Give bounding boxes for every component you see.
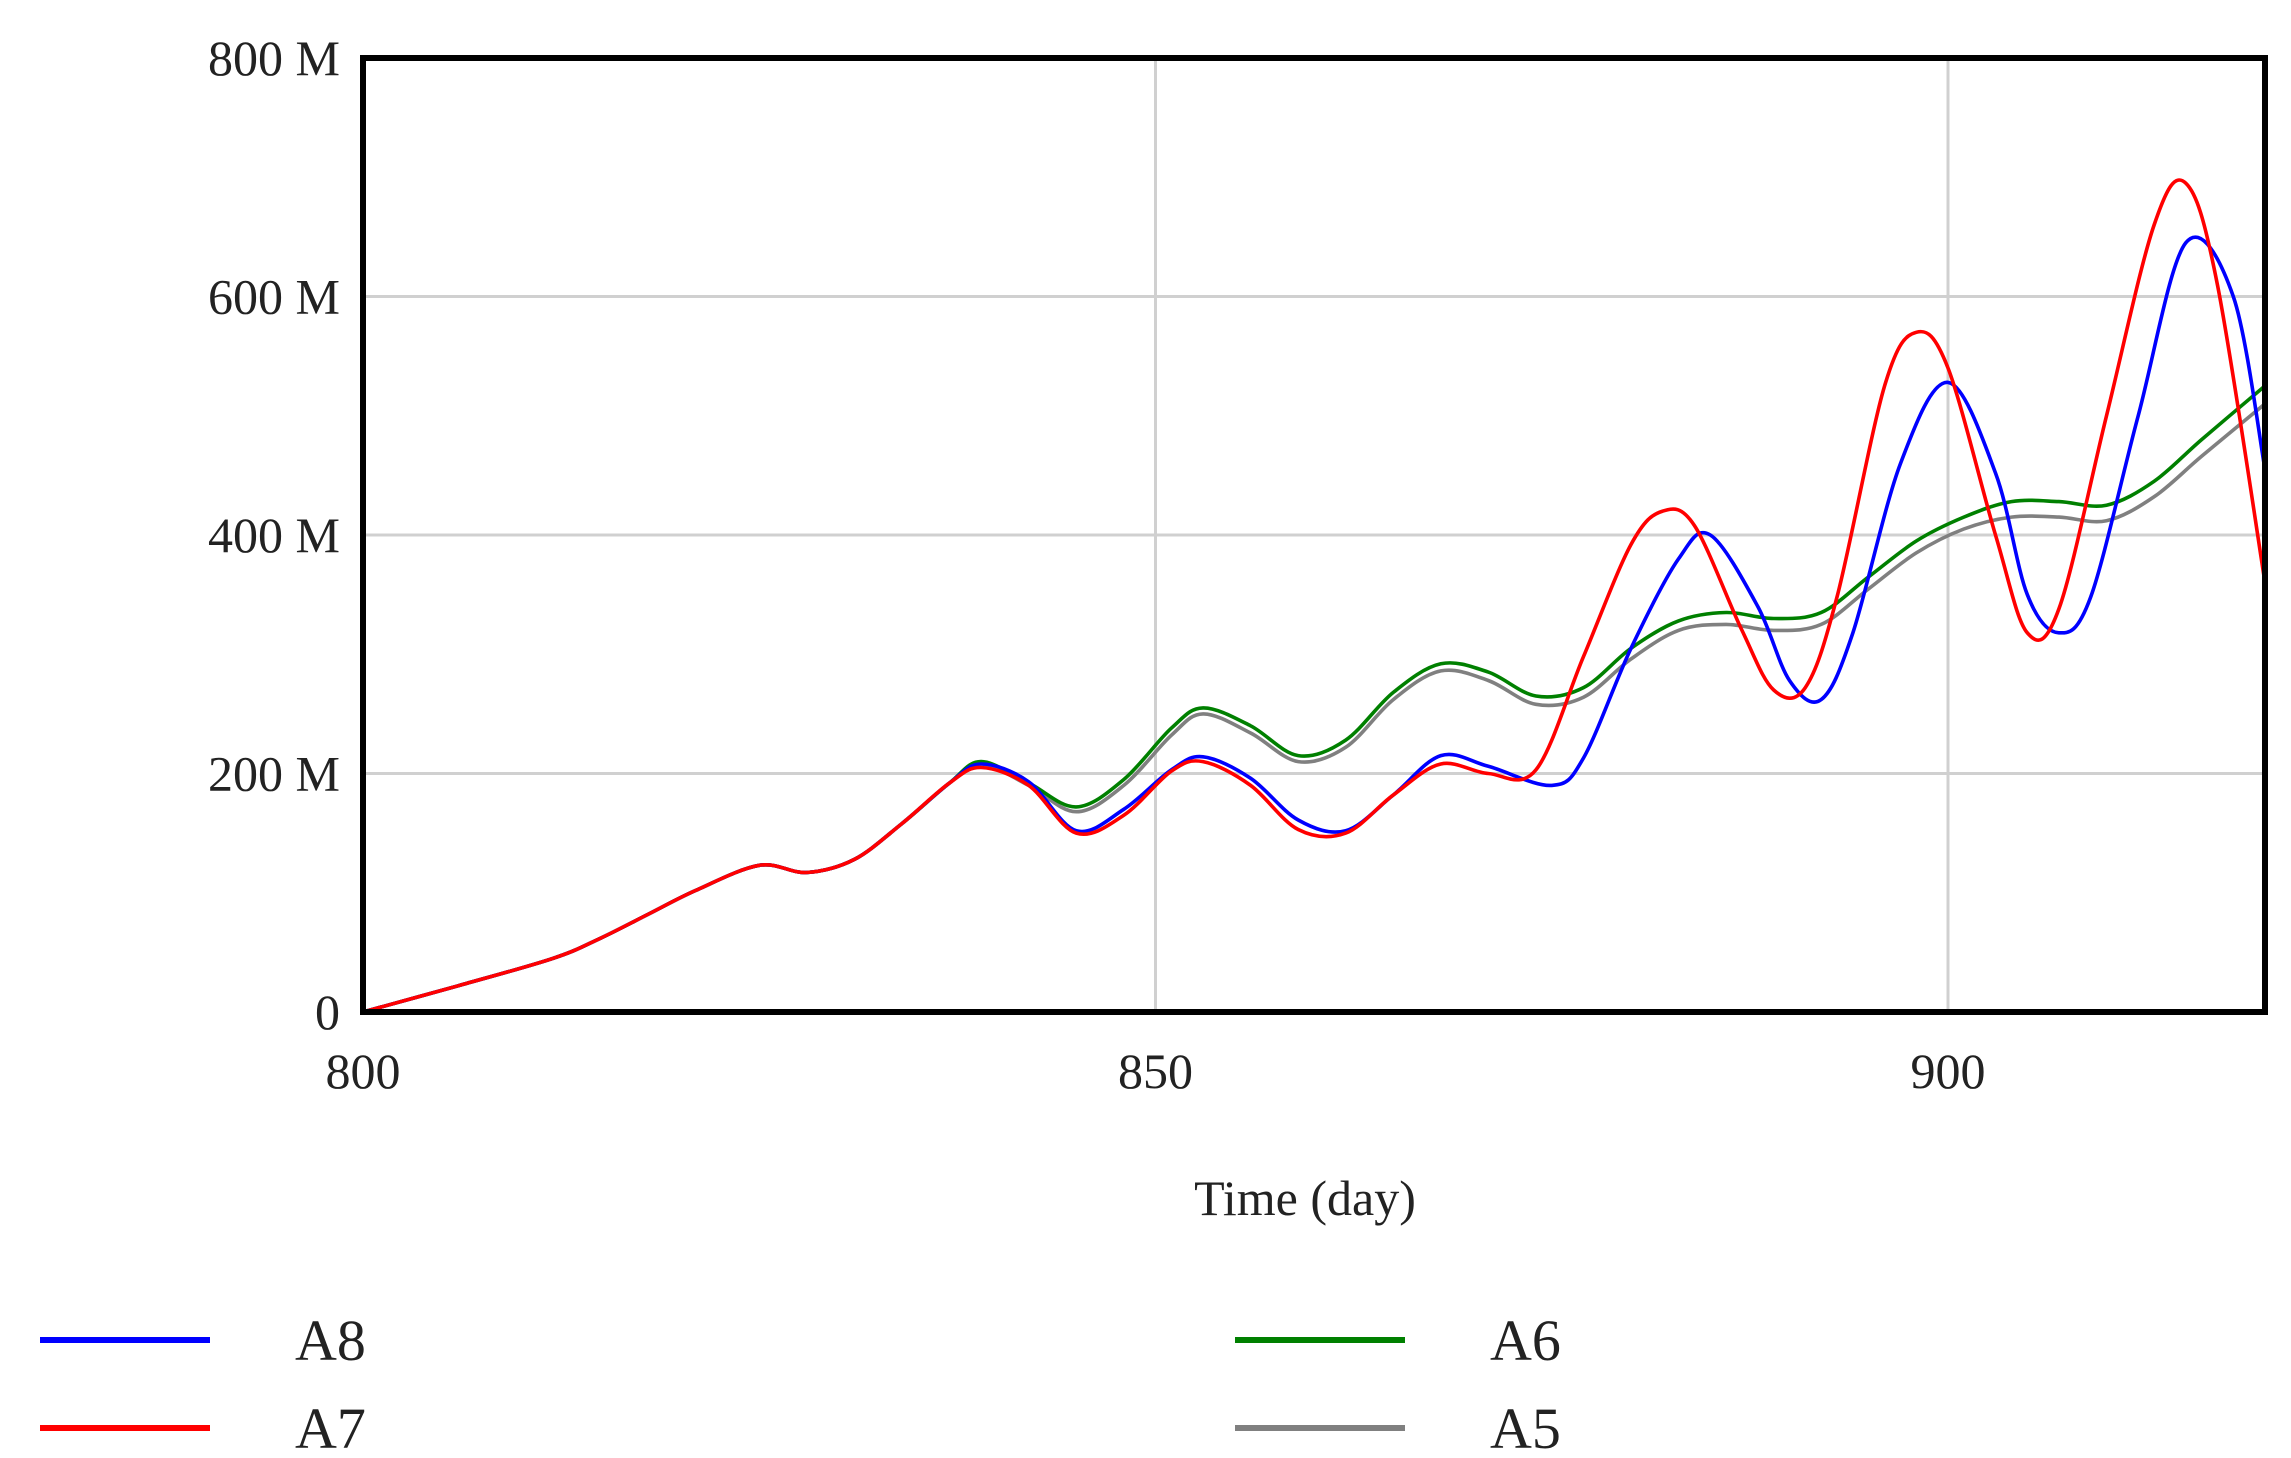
- legend: A8 A7 A6 A5: [40, 1308, 1561, 1458]
- y-tick-label: 200 M: [208, 746, 340, 802]
- legend-label: A8: [295, 1308, 366, 1373]
- grid-lines: [363, 58, 2265, 1012]
- x-tick-label: 850: [1118, 1043, 1193, 1099]
- legend-item-a8: A8: [40, 1308, 366, 1373]
- y-axis-tick-labels: 0 200 M 400 M 600 M 800 M: [208, 30, 340, 1040]
- legend-label: A7: [295, 1396, 366, 1458]
- legend-item-a5: A5: [1235, 1396, 1561, 1458]
- legend-item-a6: A6: [1235, 1308, 1561, 1373]
- legend-label: A6: [1490, 1308, 1561, 1373]
- y-tick-label: 600 M: [208, 269, 340, 325]
- y-tick-label: 800 M: [208, 30, 340, 86]
- x-tick-label: 800: [326, 1043, 401, 1099]
- y-tick-label: 0: [315, 984, 340, 1040]
- series-line-a7: [361, 178, 2267, 1014]
- x-tick-label: 900: [1911, 1043, 1986, 1099]
- legend-item-a7: A7: [40, 1396, 366, 1458]
- x-axis-title: Time (day): [1194, 1170, 1416, 1226]
- legend-label: A5: [1490, 1396, 1561, 1458]
- y-tick-label: 400 M: [208, 507, 340, 563]
- x-axis-tick-labels: 800 850 900: [326, 1043, 1986, 1099]
- series-lines: [361, 178, 2267, 1014]
- plot-frame: [360, 55, 2268, 1015]
- series-line-a5: [361, 402, 2267, 1014]
- series-line-a8: [361, 235, 2267, 1014]
